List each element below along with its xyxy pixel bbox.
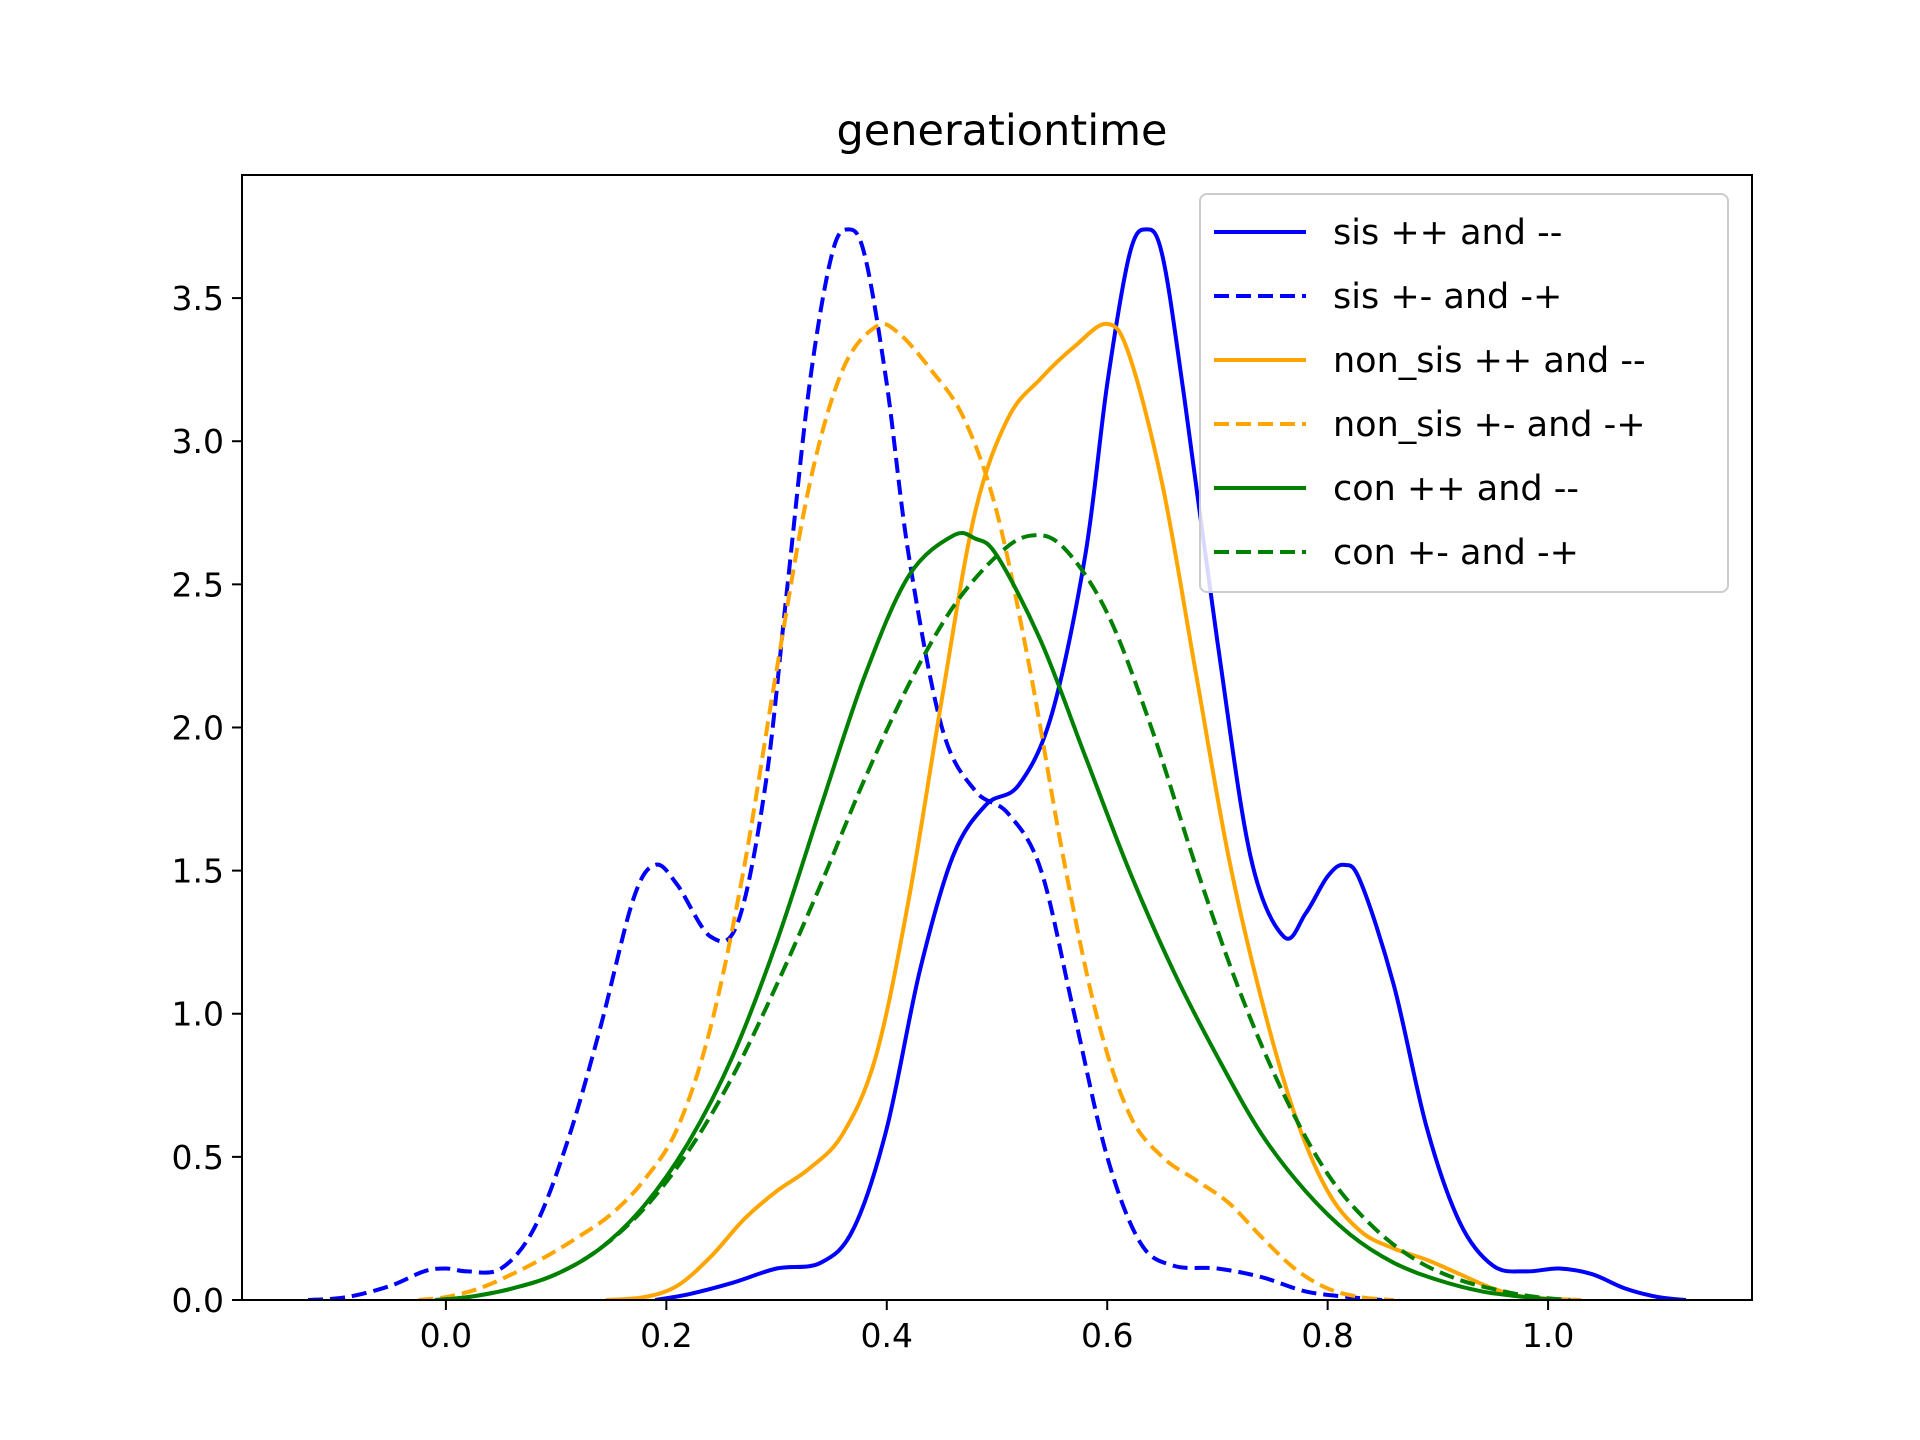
- x-tick-label: 0.2: [640, 1316, 692, 1355]
- chart-title: generationtime: [836, 106, 1167, 156]
- y-axis: 0.0 0.5 1.0 1.5 2.0 2.5 3.0 3.5: [172, 279, 242, 1320]
- y-tick-label: 2.0: [172, 708, 224, 747]
- x-tick-label: 0.4: [861, 1316, 913, 1355]
- x-tick-label: 0.8: [1301, 1316, 1353, 1355]
- axes-frame: [241, 174, 1753, 1301]
- series-line-5: [434, 530, 1560, 1300]
- x-tick-label: 0.6: [1081, 1316, 1133, 1355]
- y-tick-label: 3.0: [172, 422, 224, 461]
- legend-entry-label: con +- and -+: [1333, 533, 1579, 573]
- x-axis: 0.0 0.2 0.4 0.6 0.8 1.0: [420, 1300, 1574, 1355]
- x-tick-label: 0.0: [420, 1316, 472, 1355]
- series-line-3: [605, 321, 1582, 1300]
- legend-entry-label: non_sis +- and -+: [1333, 405, 1646, 445]
- legend-entry-label: sis +- and -+: [1333, 277, 1562, 317]
- y-tick-label: 1.0: [172, 995, 224, 1034]
- y-tick-label: 0.0: [172, 1281, 224, 1320]
- legend-entry-label: con ++ and --: [1333, 469, 1579, 509]
- series-layer: [307, 227, 1687, 1300]
- series-line-6: [434, 533, 1571, 1300]
- legend-entry-label: non_sis ++ and --: [1333, 341, 1646, 381]
- y-tick-label: 0.5: [172, 1138, 224, 1177]
- legend-box: [1199, 193, 1729, 593]
- y-tick-label: 2.5: [172, 565, 224, 604]
- y-tick-label: 3.5: [172, 279, 224, 318]
- series-line-1: [654, 227, 1687, 1300]
- series-line-4: [418, 321, 1394, 1300]
- legend-entry-label: sis ++ and --: [1333, 213, 1562, 253]
- y-tick-label: 1.5: [172, 852, 224, 891]
- legend: sis ++ and -- sis +- and -+ non_sis ++ and…: [1199, 193, 1729, 593]
- x-tick-label: 1.0: [1522, 1316, 1574, 1355]
- series-line-2: [307, 227, 1383, 1300]
